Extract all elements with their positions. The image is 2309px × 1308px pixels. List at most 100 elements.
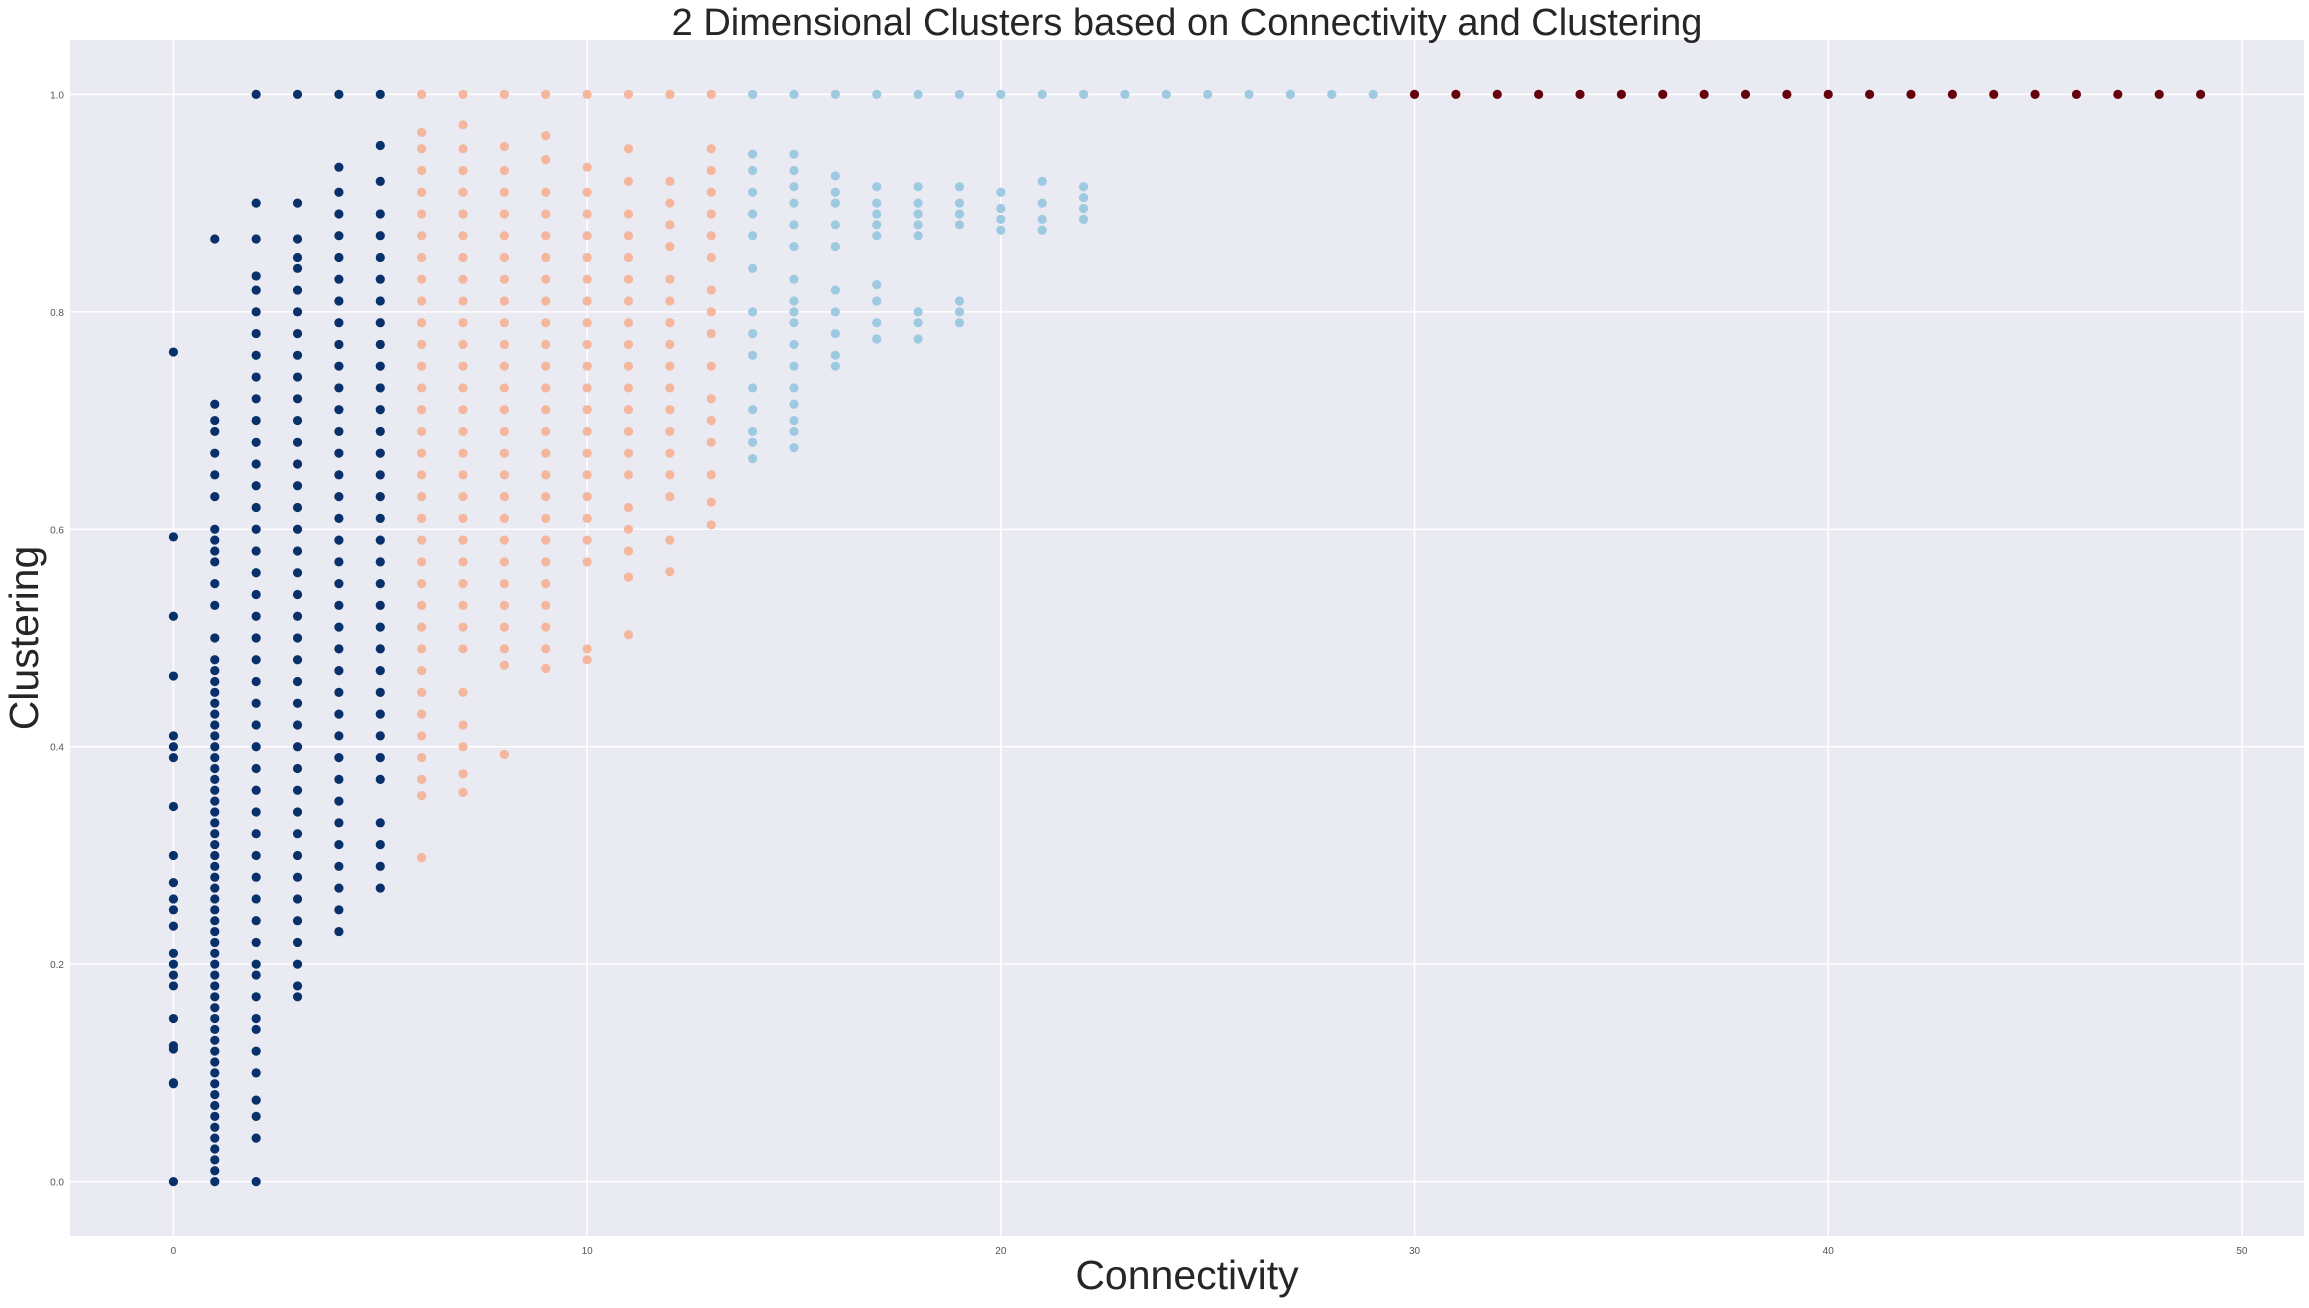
data-point <box>210 992 220 1002</box>
data-point <box>872 318 882 328</box>
data-point <box>458 492 468 502</box>
data-point <box>375 818 385 828</box>
data-point <box>665 383 675 393</box>
data-point <box>2113 89 2123 99</box>
data-point <box>499 600 509 610</box>
data-point <box>1492 89 1502 99</box>
x-tick-label: 40 <box>1823 1246 1835 1257</box>
data-point <box>1203 89 1213 99</box>
data-point <box>458 557 468 567</box>
data-point <box>251 459 261 469</box>
data-point <box>251 234 261 244</box>
y-tick-label: 0.0 <box>50 1178 64 1189</box>
data-point <box>499 557 509 567</box>
data-point <box>541 448 551 458</box>
data-point <box>375 861 385 871</box>
y-axis-ticks: 0.0 0.2 0.4 0.6 0.8 1.0 <box>50 90 64 1188</box>
data-point <box>334 162 344 172</box>
data-point <box>954 220 965 230</box>
data-point <box>168 532 179 542</box>
data-point <box>168 981 179 991</box>
data-point <box>789 415 799 426</box>
data-point <box>665 241 675 252</box>
data-point <box>375 557 385 567</box>
data-point <box>830 241 840 252</box>
data-point <box>210 926 220 937</box>
data-point <box>251 655 261 665</box>
data-point <box>458 720 468 730</box>
data-point <box>582 405 592 415</box>
data-point <box>375 140 385 151</box>
data-point <box>210 1122 220 1132</box>
data-point <box>210 959 220 969</box>
data-point <box>375 644 385 654</box>
data-point <box>665 296 675 306</box>
data-point <box>623 274 634 284</box>
data-point <box>706 328 716 339</box>
data-point <box>623 318 634 328</box>
data-point <box>706 231 716 241</box>
data-point <box>665 361 675 371</box>
data-point <box>375 774 385 784</box>
data-point <box>417 470 427 480</box>
data-point <box>582 655 592 665</box>
data-point <box>789 339 799 350</box>
data-point <box>913 307 923 317</box>
data-point <box>665 535 675 545</box>
data-point <box>789 220 799 230</box>
data-point <box>1078 193 1089 203</box>
data-point <box>458 600 468 610</box>
data-point <box>665 426 675 437</box>
data-point <box>789 383 799 393</box>
data-point <box>334 753 344 763</box>
data-point <box>541 252 551 263</box>
data-point <box>417 622 427 632</box>
data-point <box>748 437 758 447</box>
data-point <box>210 905 220 915</box>
data-point <box>251 676 261 687</box>
data-point <box>210 872 220 882</box>
data-point <box>168 1078 179 1088</box>
data-point <box>706 437 716 447</box>
data-point <box>748 328 758 339</box>
data-point <box>872 198 882 208</box>
data-point <box>210 883 220 893</box>
data-point <box>499 470 509 480</box>
data-point <box>748 165 758 176</box>
data-point <box>417 361 427 371</box>
data-point <box>458 120 468 130</box>
data-point <box>665 318 675 328</box>
data-point <box>458 687 468 697</box>
data-point <box>292 894 303 904</box>
data-point <box>210 1166 220 1176</box>
data-point <box>541 339 551 350</box>
data-point <box>582 426 592 437</box>
data-point <box>748 149 758 159</box>
data-point <box>417 535 427 545</box>
data-point <box>582 557 592 567</box>
data-point <box>168 611 179 621</box>
data-point <box>458 231 468 241</box>
data-point <box>417 296 427 306</box>
data-point <box>706 285 716 295</box>
data-point <box>375 753 385 763</box>
data-point <box>334 470 344 480</box>
data-point <box>251 502 261 513</box>
data-point <box>541 318 551 328</box>
data-point <box>292 785 303 795</box>
data-point <box>210 1155 220 1165</box>
data-point <box>582 383 592 393</box>
data-point <box>499 252 509 263</box>
data-point <box>417 274 427 284</box>
data-point <box>706 89 716 99</box>
data-point <box>210 796 220 806</box>
data-point <box>1782 89 1792 99</box>
data-point <box>251 916 261 926</box>
data-point <box>334 666 344 676</box>
data-point <box>499 231 509 241</box>
data-point <box>292 916 303 926</box>
data-point <box>996 187 1006 197</box>
x-tick-label: 20 <box>995 1246 1007 1257</box>
data-point <box>665 274 675 284</box>
data-point <box>458 274 468 284</box>
